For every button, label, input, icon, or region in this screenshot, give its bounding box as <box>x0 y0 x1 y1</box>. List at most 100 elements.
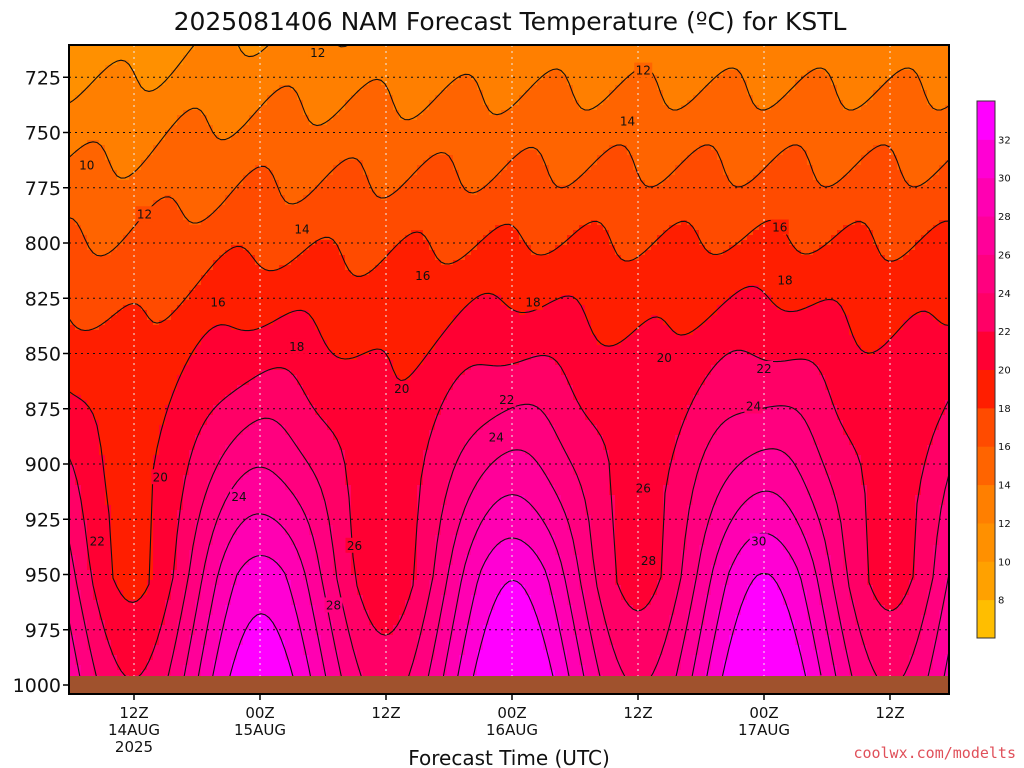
field-cell <box>69 335 76 341</box>
field-cell <box>225 220 232 226</box>
field-cell <box>237 350 244 356</box>
field-cell <box>207 185 214 191</box>
field-cell <box>219 515 226 521</box>
field-cell <box>255 95 262 101</box>
field-cell <box>189 455 196 461</box>
field-cell <box>243 455 250 461</box>
field-cell <box>117 585 124 591</box>
field-cell <box>135 345 142 351</box>
field-cell <box>255 505 262 511</box>
field-cell <box>195 455 202 461</box>
field-cell <box>117 360 124 366</box>
field-cell <box>153 565 160 571</box>
field-cell <box>129 255 136 261</box>
field-cell <box>219 90 226 96</box>
field-cell <box>87 445 94 451</box>
field-cell <box>75 220 82 226</box>
field-cell <box>207 490 214 496</box>
field-cell <box>171 660 178 666</box>
field-cell <box>189 325 196 331</box>
field-cell <box>87 245 94 251</box>
field-cell <box>243 540 250 546</box>
field-cell <box>183 425 190 431</box>
field-cell <box>279 295 286 301</box>
field-cell <box>99 85 106 91</box>
field-cell <box>189 585 196 591</box>
field-cell <box>273 460 280 466</box>
field-cell <box>261 345 268 351</box>
field-cell <box>291 260 298 266</box>
field-cell <box>261 650 268 656</box>
field-cell <box>267 420 274 426</box>
field-cell <box>237 105 244 111</box>
field-cell <box>129 380 136 386</box>
field-cell <box>261 175 268 181</box>
field-cell <box>249 255 256 261</box>
field-cell <box>159 405 166 411</box>
field-cell <box>147 605 154 611</box>
field-cell <box>243 135 250 141</box>
field-cell <box>99 375 106 381</box>
field-cell <box>165 390 172 396</box>
field-cell <box>273 550 280 556</box>
field-cell <box>129 145 136 151</box>
field-cell <box>75 420 82 426</box>
field-cell <box>285 190 292 196</box>
field-cell <box>285 400 292 406</box>
field-cell <box>243 350 250 356</box>
field-cell <box>285 165 292 171</box>
field-cell <box>243 160 250 166</box>
field-cell <box>159 515 166 521</box>
field-cell <box>195 130 202 136</box>
field-cell <box>261 435 268 441</box>
field-cell <box>129 605 136 611</box>
field-cell <box>147 410 154 416</box>
field-cell <box>93 275 100 281</box>
field-cell <box>261 285 268 291</box>
field-cell <box>213 640 220 646</box>
field-cell <box>99 340 106 346</box>
field-cell <box>171 530 178 536</box>
field-cell <box>243 585 250 591</box>
field-cell <box>255 70 262 76</box>
field-cell <box>129 535 136 541</box>
field-cell <box>141 80 148 86</box>
field-cell <box>141 265 148 271</box>
field-cell <box>273 425 280 431</box>
field-cell <box>87 435 94 441</box>
field-cell <box>207 85 214 91</box>
field-cell <box>189 660 196 666</box>
field-cell <box>129 590 136 596</box>
field-cell <box>123 280 130 286</box>
field-cell <box>117 365 124 371</box>
field-cell <box>153 620 160 626</box>
field-cell <box>81 325 88 331</box>
field-cell <box>273 585 280 591</box>
field-cell <box>243 85 250 91</box>
field-cell <box>195 430 202 436</box>
field-cell <box>93 130 100 136</box>
field-cell <box>207 465 214 471</box>
field-cell <box>87 385 94 391</box>
field-cell <box>105 125 112 131</box>
field-cell <box>153 390 160 396</box>
field-cell <box>111 345 118 351</box>
field-cell <box>285 270 292 276</box>
field-cell <box>285 285 292 291</box>
field-cell <box>177 170 184 176</box>
field-cell <box>87 450 94 456</box>
field-cell <box>201 360 208 366</box>
field-cell <box>207 45 214 51</box>
field-cell <box>147 270 154 276</box>
field-cell <box>153 180 160 186</box>
field-cell <box>159 335 166 341</box>
field-cell <box>207 660 214 666</box>
field-cell <box>171 410 178 416</box>
field-cell <box>213 360 220 366</box>
field-cell <box>249 90 256 96</box>
field-cell <box>219 475 226 481</box>
field-cell <box>117 215 124 221</box>
field-cell <box>273 155 280 161</box>
field-cell <box>105 175 112 181</box>
field-cell <box>117 645 124 651</box>
